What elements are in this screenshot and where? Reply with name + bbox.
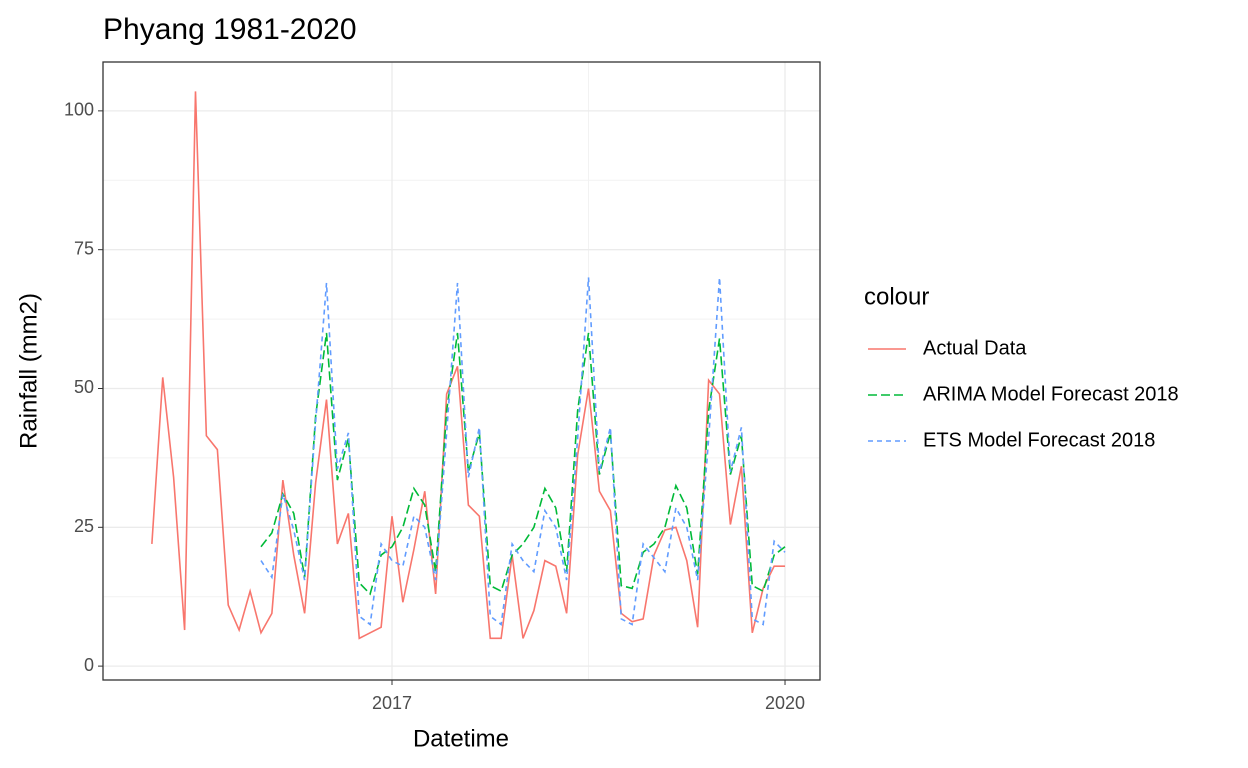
x-axis-label: Datetime (413, 725, 509, 752)
series-line (260, 277, 786, 626)
legend-label: ETS Model Forecast 2018 (923, 429, 1155, 451)
legend-label: ARIMA Model Forecast 2018 (923, 383, 1179, 405)
y-tick-label: 50 (74, 377, 94, 397)
y-tick-label: 75 (74, 238, 94, 258)
x-tick-label: 2020 (765, 693, 805, 713)
legend-label: Actual Data (923, 337, 1027, 359)
series-line (151, 91, 786, 640)
x-tick-label: 2017 (372, 693, 412, 713)
y-tick-label: 0 (84, 655, 94, 675)
chart-title: Phyang 1981-2020 (103, 13, 357, 46)
plot-border (102, 61, 821, 681)
y-axis-label: Rainfall (mm2) (15, 293, 42, 449)
y-tick-label: 100 (64, 100, 94, 120)
y-tick-label: 25 (74, 516, 94, 536)
legend-title: colour (864, 283, 929, 310)
series-line (260, 332, 786, 596)
